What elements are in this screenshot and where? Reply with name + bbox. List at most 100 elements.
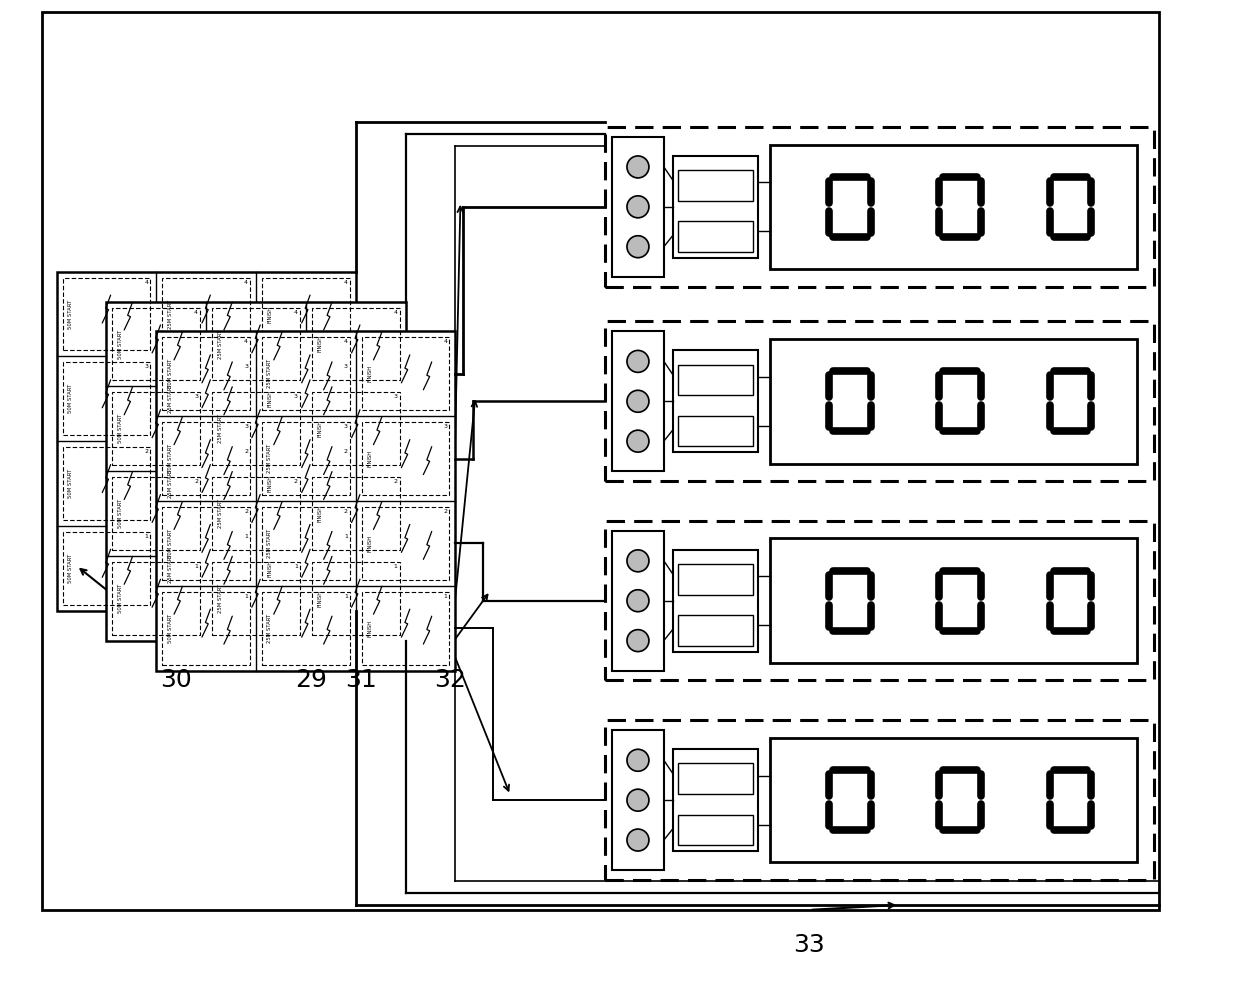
Bar xyxy=(673,350,758,452)
Text: 31: 31 xyxy=(345,669,377,693)
Bar xyxy=(62,277,150,350)
Text: 3: 3 xyxy=(393,394,398,399)
Bar xyxy=(678,221,753,252)
Text: 1: 1 xyxy=(343,594,347,599)
Bar xyxy=(311,307,399,380)
Text: 25M START: 25M START xyxy=(167,299,172,328)
Text: 3: 3 xyxy=(195,394,198,399)
Bar xyxy=(212,477,300,550)
Text: 2: 2 xyxy=(195,479,198,484)
Text: 25M START: 25M START xyxy=(217,414,223,443)
Text: 3: 3 xyxy=(444,424,448,429)
Text: FINISH: FINISH xyxy=(268,475,273,492)
Bar xyxy=(678,815,753,845)
Text: 25M START: 25M START xyxy=(167,554,172,583)
Text: 2: 2 xyxy=(144,449,149,454)
Text: 3: 3 xyxy=(343,424,347,429)
Circle shape xyxy=(627,350,649,372)
Text: 50M START: 50M START xyxy=(167,444,172,473)
Text: 2: 2 xyxy=(294,479,298,484)
Bar xyxy=(212,392,300,465)
Text: 50M START: 50M START xyxy=(68,468,73,498)
Text: 1: 1 xyxy=(244,594,248,599)
Bar xyxy=(605,127,1153,286)
Bar xyxy=(262,277,350,350)
Text: 25M START: 25M START xyxy=(268,359,273,388)
Text: 4: 4 xyxy=(393,309,398,314)
Bar xyxy=(362,592,449,665)
Circle shape xyxy=(627,750,649,771)
Text: 1: 1 xyxy=(244,534,248,539)
Bar xyxy=(770,339,1137,463)
Bar xyxy=(57,271,356,611)
Text: 50M START: 50M START xyxy=(167,614,172,643)
Text: 2: 2 xyxy=(393,479,398,484)
Text: 25M START: 25M START xyxy=(268,444,273,473)
Text: 4: 4 xyxy=(294,309,298,314)
Bar xyxy=(113,392,200,465)
Bar xyxy=(678,564,753,595)
Circle shape xyxy=(627,236,649,257)
Bar xyxy=(107,301,405,641)
Text: 25M START: 25M START xyxy=(167,384,172,413)
Bar xyxy=(162,277,250,350)
Text: 4: 4 xyxy=(343,339,347,344)
Bar xyxy=(262,337,350,410)
Text: FINISH: FINISH xyxy=(317,420,322,437)
Circle shape xyxy=(627,430,649,452)
Bar xyxy=(162,592,250,665)
Circle shape xyxy=(627,550,649,572)
Text: FINISH: FINISH xyxy=(268,560,273,577)
Bar xyxy=(62,362,150,435)
Text: 50M START: 50M START xyxy=(118,498,123,529)
Text: 2: 2 xyxy=(444,509,448,514)
Bar xyxy=(678,764,753,794)
Bar xyxy=(262,422,350,495)
Text: 1: 1 xyxy=(394,564,398,569)
Text: 50M START: 50M START xyxy=(68,554,73,583)
Bar xyxy=(212,307,300,380)
Text: 1: 1 xyxy=(444,594,448,599)
Bar xyxy=(613,731,663,870)
Text: 25M START: 25M START xyxy=(268,529,273,558)
Circle shape xyxy=(627,590,649,612)
Text: 3: 3 xyxy=(343,364,347,369)
Bar xyxy=(678,415,753,446)
Text: 2: 2 xyxy=(343,509,347,514)
Bar xyxy=(311,392,399,465)
Bar xyxy=(62,532,150,605)
Bar xyxy=(262,592,350,665)
Text: FINISH: FINISH xyxy=(268,305,273,322)
Bar xyxy=(613,137,663,276)
Text: 2: 2 xyxy=(244,509,248,514)
Text: FINISH: FINISH xyxy=(268,390,273,407)
Bar xyxy=(311,562,399,635)
Bar xyxy=(212,562,300,635)
Bar xyxy=(162,507,250,580)
Bar xyxy=(678,364,753,395)
Text: 4: 4 xyxy=(195,309,198,314)
Bar xyxy=(673,749,758,851)
Circle shape xyxy=(627,789,649,811)
Bar xyxy=(678,616,753,646)
Circle shape xyxy=(627,630,649,652)
Bar xyxy=(362,422,449,495)
Circle shape xyxy=(627,829,649,851)
Bar xyxy=(613,531,663,671)
Bar xyxy=(162,532,250,605)
Bar xyxy=(770,738,1137,863)
Text: FINISH: FINISH xyxy=(317,335,322,352)
Text: 3: 3 xyxy=(244,424,248,429)
Bar xyxy=(262,447,350,520)
Text: 1: 1 xyxy=(294,564,298,569)
Text: FINISH: FINISH xyxy=(367,535,372,552)
Bar xyxy=(605,321,1153,481)
Bar xyxy=(113,477,200,550)
Text: 1: 1 xyxy=(195,564,198,569)
Text: 25M START: 25M START xyxy=(167,468,172,498)
Text: 25M START: 25M START xyxy=(268,614,273,643)
Text: FINISH: FINISH xyxy=(367,450,372,467)
Text: 4: 4 xyxy=(244,339,248,344)
Text: 4: 4 xyxy=(244,279,248,284)
Bar xyxy=(156,331,455,671)
